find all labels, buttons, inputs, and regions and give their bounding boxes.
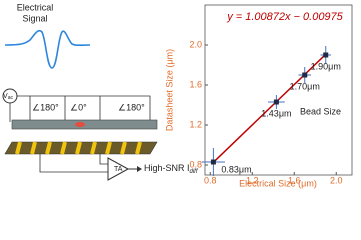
fit-line — [212, 53, 327, 163]
output-label: High-SNR Idiff — [144, 163, 199, 174]
value-label: 1.70μm — [290, 81, 320, 91]
y-axis-label: Datasheet Size (μm) — [164, 49, 174, 131]
y-tick-label: 1.6 — [189, 79, 202, 89]
phase-label: ∠180° — [32, 102, 59, 112]
bead — [75, 122, 85, 127]
point — [302, 72, 308, 78]
phase-label: ∠180° — [118, 102, 145, 112]
waveform — [4, 29, 91, 69]
source-label: Vac — [3, 93, 13, 101]
wires — [9, 95, 151, 122]
x-tick-label: 1.2 — [246, 175, 259, 185]
amplifier — [107, 157, 130, 181]
point — [273, 99, 279, 105]
value-label: 0.83μm — [221, 164, 251, 174]
signal-title: Electrical — [17, 2, 54, 12]
y-tick-label: 1.2 — [189, 119, 202, 129]
annotation: Bead Size — [300, 106, 341, 116]
arrow-head — [137, 166, 142, 172]
y-tick-label: 2.0 — [189, 39, 202, 49]
x-tick-label: 0.8 — [204, 175, 217, 185]
phase-label: ∠0° — [70, 102, 87, 112]
equation: y = 1.00872x − 0.00975 — [226, 11, 343, 23]
figure: Electrical Signal Vac ∠180° ∠0° ∠180° TA… — [2, 2, 353, 188]
amplifier-label: TA — [114, 166, 123, 173]
point — [323, 52, 329, 58]
signal-title: Signal — [22, 13, 47, 23]
y-tick-label: 0.8 — [189, 159, 202, 169]
x-tick-label: 2.0 — [330, 175, 343, 185]
x-axis-label: Electrical Size (μm) — [239, 178, 317, 188]
point — [210, 159, 216, 165]
output-wires — [39, 154, 108, 173]
electrode-fingers — [15, 141, 142, 155]
x-tick-label: 1.6 — [288, 175, 301, 185]
value-label: 1.90μm — [311, 61, 341, 71]
value-label: 1.43μm — [261, 108, 291, 118]
plot-frame — [204, 4, 353, 176]
